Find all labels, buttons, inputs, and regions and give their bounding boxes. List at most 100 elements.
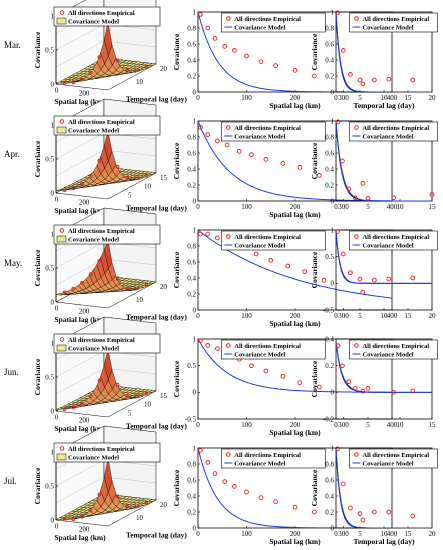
month-2-temporal-legend-model-label: Covariance Model [362,243,413,250]
month-1-spatial-ytick-label: 1 [193,117,197,125]
month-1-surface-legend-model-label: Covariance Model [68,128,119,135]
month-0-spatial-empirical-point [198,12,203,17]
month-3-temporal-xtick-label: 10 [397,421,405,429]
month-3-surface-empirical-point [80,402,84,406]
month-0-spatial-empirical-point [360,81,366,87]
month-3-surface-empirical-point [71,405,76,410]
month-4-surface-legend-model-label: Covariance Model [68,455,119,462]
month-2-spatial-empirical-point [268,258,274,263]
month-1-temporal-empirical-point [429,192,435,197]
month-0-temporal-ytick-label: 0.6 [325,40,334,48]
month-3-spatial-xtick-label: 300 [338,421,349,429]
month-4-surface-wall-gridline [55,476,157,504]
month-2-temporal-model-curve-secondary [336,230,432,284]
month-3-surface-legend-box [53,333,161,354]
month-2-surface-empirical-point [80,281,84,285]
month-0-spatial-xtick-label: 300 [338,94,349,102]
month-4-surface-empirical-point [88,508,93,513]
month-0-label: Mar. [4,40,21,50]
month-2-temporal-empirical-point [386,276,392,282]
month-4-temporal-model-curve [336,448,432,528]
month-3-spatial-ytick-label: 1 [193,335,197,343]
month-3-surface-spatial-tick-label: 0 [55,413,59,421]
month-3-spatial-xtick-label: 200 [290,421,301,429]
month-3-temporal-ytick-label: 0.4 [325,335,334,343]
month-0-surface-empirical-point [71,80,76,85]
month-0-temporal-legend-box [349,12,438,33]
month-3-temporal-xtick-label: 0 [334,421,338,429]
month-4-temporal-ytick-label: 0.8 [325,460,334,468]
month-3-spatial-empirical-point [198,338,203,343]
month-1-surface-zlabel: Covariance [33,140,42,177]
month-1-surface-temporal-label: Temporal lag (day) [126,204,187,213]
month-4-temporal-xtick-label: 5 [358,530,362,538]
month-3-temporal-ytick-label: 0.2 [325,362,334,370]
month-3-spatial-empirical-point [215,346,220,351]
month-4-surface-legend-box [53,442,161,463]
month-2-temporal-empirical-point [410,275,416,281]
month-0-surface-spatial-tick-label: 0 [55,86,59,94]
month-4-spatial-legend-empirical-label: All directions Empirical [234,452,301,459]
month-1-surface-ztick-label: 1 [51,121,55,129]
month-2-surface-zlabel: Covariance [33,249,42,286]
month-2-temporal-empirical-point [340,251,346,257]
month-4-temporal-legend-empirical-label: All directions Empirical [362,452,429,459]
month-4-temporal-ylabel: Covariance [310,469,319,506]
month-3-temporal-empirical-point [365,385,371,391]
month-2-spatial-empirical-point [198,231,203,237]
month-1-spatial-ytick-label: 0.6 [187,149,196,157]
month-4-temporal-empirical-point [357,511,363,516]
month-2-surface-empirical-point [134,286,139,291]
month-0-temporal-empirical-point [372,77,377,83]
month-2-surface-ztick-label: 0 [51,298,55,306]
month-2-spatial-xtick-label: 200 [290,312,301,320]
month-1-spatial-xtick-label: 400 [387,203,398,211]
month-2-temporal-legend-box [349,230,438,251]
month-1-spatial-legend-box [220,121,326,142]
month-2-surface-legend-empirical-marker [59,228,65,233]
month-3-spatial-xtick-label: 100 [241,421,252,429]
month-2-temporal-xtick-label: 5 [358,312,362,320]
month-0-surface-temporal-tick-label: 10 [136,78,144,86]
month-0-spatial-ytick-label: 0.6 [187,40,196,48]
month-1-surface-legend-model-swatch [56,126,67,134]
month-3-surface-empirical-point [115,382,120,387]
month-2-surface-cell [104,239,113,269]
month-3-surface-temporal-tick-label: 5 [128,409,132,417]
month-0-spatial-empirical-point [212,36,218,41]
month-0-spatial-empirical-point [292,68,298,73]
month-3-surface-ztick-label: 0.5 [45,373,54,381]
month-1-surface-legend-box [53,115,161,136]
month-3-temporal-empirical-point [335,343,341,349]
month-3-surface-legend-model-swatch [56,344,67,352]
month-2-surface-legend: All directions Empirical Covariance Model [53,224,161,245]
month-3-surface-empirical-point [62,407,67,411]
month-1-temporal-empirical-point [391,195,396,201]
month-4-surface-empirical-point [62,517,67,522]
month-0-temporal-xlabel: Temporal lag (day) [354,101,415,110]
month-3-surface-empirical-point [134,394,139,399]
month-3-spatial-legend-empirical-marker [226,343,231,348]
month-2-spatial-ytick-label: 0.2 [187,290,196,298]
month-3-temporal-legend-box [349,339,438,360]
month-0-temporal-ytick-label: 0 [331,88,335,96]
month-2-surface-spatial-label: Spatial lag (km) [54,315,106,324]
month-3-surface-empirical-point [125,393,130,398]
month-4-spatial-ytick-label: 0 [193,524,197,532]
month-2-surface-empirical-point [71,286,76,291]
month-0-spatial-ytick-label: 0.4 [187,56,196,64]
month-2-surface-temporal-tick-label: 20 [160,283,168,291]
month-2-spatial-xtick-label: 100 [241,312,252,320]
month-1-temporal-xtick-label: 5 [366,203,370,211]
month-0-surface-legend-box [53,6,161,27]
month-4-spatial-legend-model-label: Covariance Model [234,461,285,468]
month-1-temporal-legend-empirical-label: All directions Empirical [362,125,429,132]
month-2-spatial-legend-empirical-label: All directions Empirical [234,234,301,241]
month-4-spatial-empirical-point [222,479,228,484]
month-0-surface-empirical-point [88,70,93,75]
month-4-temporal-legend-model-label: Covariance Model [362,461,413,468]
month-4-surface-spatial-tick-label: 0 [55,522,59,530]
month-3-surface-legend-empirical-marker [59,337,65,342]
month-1-temporal-legend-model-label: Covariance Model [362,134,413,141]
month-3-surface-temporal-tick-label: 15 [160,392,168,400]
